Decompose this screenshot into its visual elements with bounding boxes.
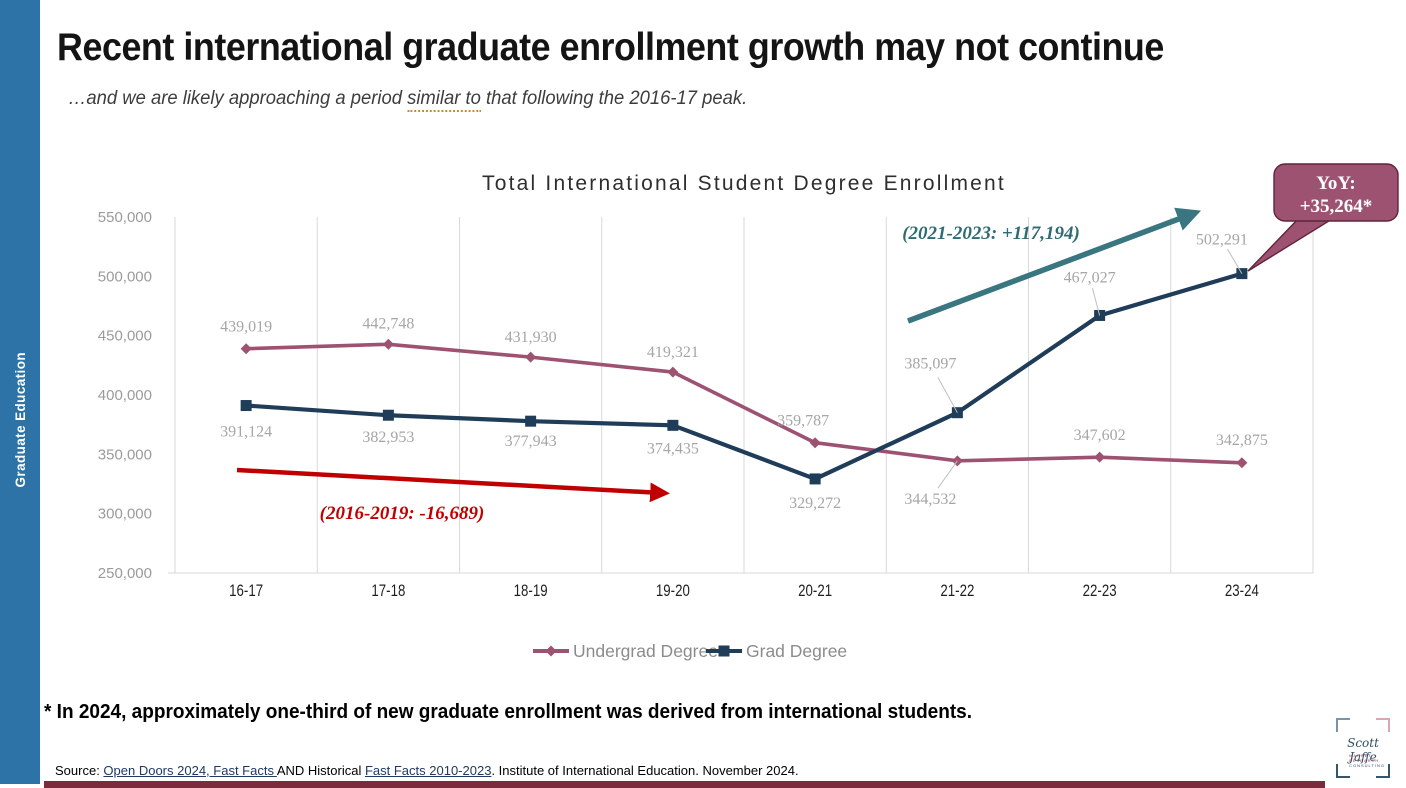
svg-text:467,027: 467,027 (1064, 269, 1116, 286)
logo-signature: Scott Jaffe (1347, 736, 1379, 764)
svg-text:250,000: 250,000 (98, 565, 152, 582)
svg-text:329,272: 329,272 (789, 495, 841, 512)
svg-text:20-21: 20-21 (798, 582, 832, 601)
growth-arrow-annotation: (2021-2023: +117,194) (902, 207, 1202, 324)
data-point-marker (240, 400, 252, 412)
source-suffix: . Institute of International Education. … (491, 763, 799, 778)
logo-tagline: MARKET RESEARCH CONSULTING (1349, 753, 1385, 768)
data-point-marker (382, 338, 394, 350)
svg-text:22-23: 22-23 (1083, 582, 1117, 601)
svg-text:431,930: 431,930 (505, 329, 557, 346)
svg-text:359,787: 359,787 (777, 413, 829, 430)
svg-text:(2016-2019: -16,689): (2016-2019: -16,689) (320, 503, 485, 524)
svg-text:400,000: 400,000 (98, 387, 152, 404)
svg-text:347,602: 347,602 (1074, 427, 1126, 444)
legend-label: Undergrad Degree (573, 641, 718, 661)
svg-text:382,953: 382,953 (362, 429, 414, 446)
subtitle-text-end: that following the 2016-17 peak. (480, 88, 748, 109)
svg-text:500,000: 500,000 (98, 268, 152, 285)
source-prefix: Source: (55, 763, 104, 778)
footnote: * In 2024, approximately one-third of ne… (44, 701, 973, 723)
slide-title: Recent international graduate enrollment… (57, 26, 1164, 69)
chart-legend: Undergrad Degree Grad Degree (533, 641, 847, 661)
data-point-marker (1094, 451, 1106, 463)
svg-text:350,000: 350,000 (98, 446, 152, 463)
data-point-marker (667, 366, 679, 378)
slide-subtitle: …and we are likely approaching a period … (68, 88, 748, 112)
data-labels-undergrad: 439,019 442,748 431,930 419,321 359,787 344,5… (220, 315, 1268, 508)
svg-text:+35,264*: +35,264* (1300, 196, 1373, 217)
bottom-accent-bar (44, 781, 1325, 788)
legend-label: Grad Degree (746, 641, 847, 661)
svg-text:(2021-2023: +117,194): (2021-2023: +117,194) (902, 223, 1080, 244)
source-link-fast-facts[interactable]: Fast Facts 2010-2023 (364, 763, 492, 778)
data-point-marker (525, 415, 537, 427)
svg-text:419,321: 419,321 (647, 344, 699, 361)
data-point-marker (240, 343, 252, 355)
data-point-marker (809, 473, 821, 485)
data-point-marker (809, 437, 821, 449)
svg-text:377,943: 377,943 (505, 433, 557, 450)
sidebar-accent-bar: Graduate Education (0, 0, 40, 784)
svg-text:385,097: 385,097 (904, 356, 956, 373)
svg-text:18-19: 18-19 (514, 582, 548, 601)
source-line: Source: Open Doors 2024, Fast Facts AND … (55, 763, 799, 778)
svg-text:450,000: 450,000 (98, 328, 152, 345)
source-middle: AND Historical (276, 763, 365, 778)
yoy-callout: YoY:+35,264* (1247, 163, 1399, 272)
svg-text:21-22: 21-22 (940, 582, 974, 601)
data-point-marker (382, 409, 394, 421)
series-undergrad (240, 338, 1248, 469)
data-labels-grad: 391,124 382,953 377,943 374,435 329,272 385,0… (220, 232, 1248, 512)
svg-text:23-24: 23-24 (1225, 582, 1259, 601)
subtitle-spellcheck-word: similar to (407, 88, 481, 112)
svg-text:374,435: 374,435 (647, 440, 699, 457)
gridlines (168, 217, 1314, 574)
svg-text:17-18: 17-18 (371, 582, 405, 601)
svg-text:16-17: 16-17 (229, 582, 263, 601)
svg-text:300,000: 300,000 (98, 506, 152, 523)
logo-frame-corner (1376, 764, 1390, 778)
x-axis-labels: 16-17 17-18 18-19 19-20 20-21 21-22 22-23 23-24 (229, 582, 1259, 601)
logo-frame-corner (1336, 718, 1350, 732)
svg-text:344,532: 344,532 (904, 491, 956, 508)
logo-frame-corner (1376, 718, 1390, 732)
svg-text:19-20: 19-20 (656, 582, 690, 601)
svg-text:342,875: 342,875 (1216, 432, 1268, 449)
svg-text:439,019: 439,019 (220, 319, 272, 336)
svg-text:391,124: 391,124 (220, 424, 272, 441)
data-point-marker (1236, 457, 1248, 469)
data-point-marker (667, 419, 679, 431)
svg-text:442,748: 442,748 (362, 315, 414, 332)
y-axis-labels: 250,000 300,000 350,000 400,000 450,000 500,0… (98, 209, 152, 582)
consultant-logo: Scott Jaffe MARKET RESEARCH CONSULTING (1332, 716, 1394, 780)
svg-text:550,000: 550,000 (98, 209, 152, 226)
source-link-open-doors[interactable]: Open Doors 2024, Fast Facts (103, 763, 277, 778)
chart-title: Total International Student Degree Enrol… (482, 172, 1006, 195)
svg-text:502,291: 502,291 (1196, 232, 1248, 249)
decline-arrow-annotation: (2016-2019: -16,689) (236, 467, 670, 524)
logo-frame-corner (1336, 764, 1350, 778)
subtitle-text: …and we are likely approaching a period (68, 88, 408, 109)
svg-text:YoY:: YoY: (1316, 173, 1355, 194)
data-point-marker (525, 351, 537, 363)
